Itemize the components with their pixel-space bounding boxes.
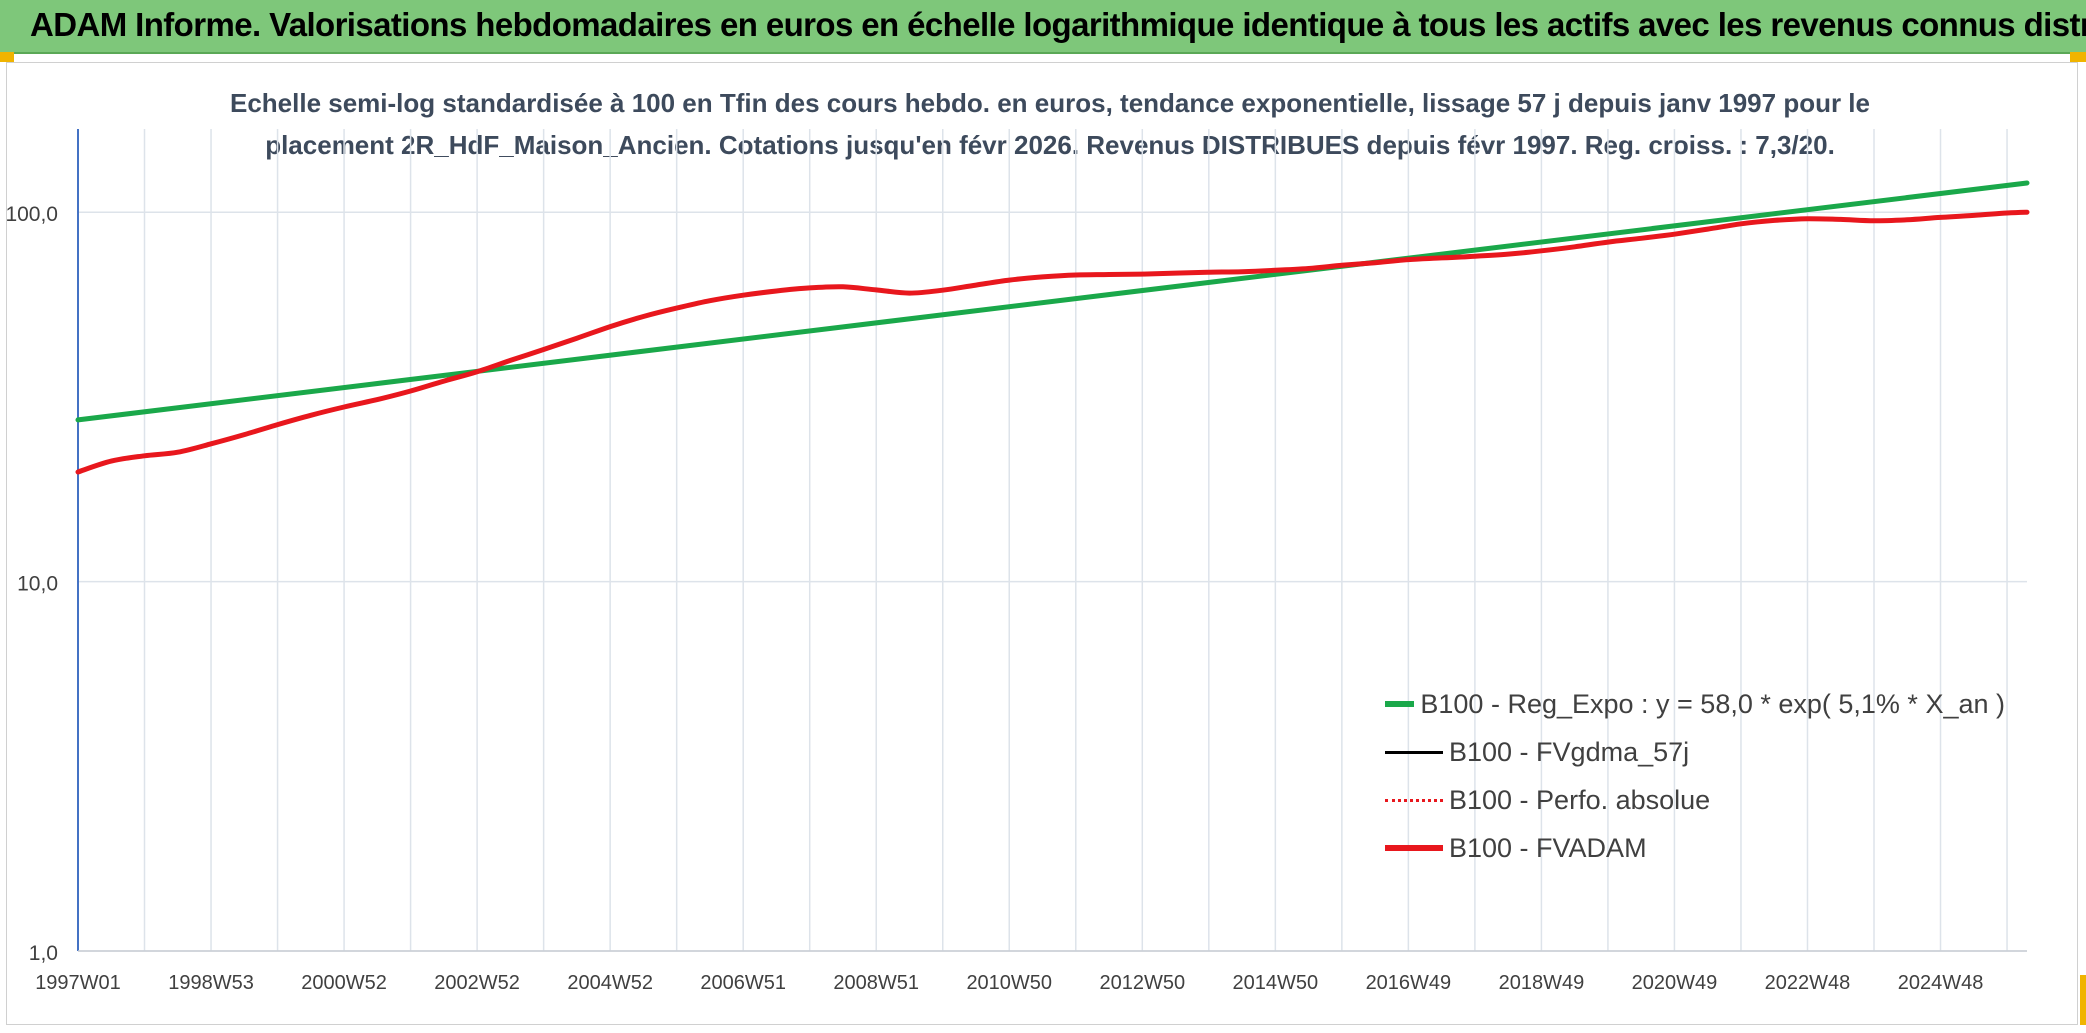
legend-swatch <box>1385 798 1443 802</box>
legend-label: B100 - Reg_Expo : y = 58,0 * exp( 5,1% *… <box>1420 688 2005 719</box>
y-tick-label: 1,0 <box>29 942 58 965</box>
legend-label: B100 - FVgdma_57j <box>1449 736 1690 767</box>
x-tick-label: 1998W53 <box>168 972 254 994</box>
chart-subtitle: Echelle semi-log standardisée à 100 en T… <box>150 82 1950 166</box>
series-line <box>75 209 2030 475</box>
legend-swatch <box>1385 750 1443 754</box>
legend-label: B100 - Perfo. absolue <box>1449 784 1711 815</box>
x-tick-label: 2020W49 <box>1632 972 1718 994</box>
x-tick-label: 2002W52 <box>434 972 520 994</box>
legend-item: B100 - FVADAM <box>1385 824 2005 872</box>
y-tick-label: 100,0 <box>5 203 58 226</box>
x-tick-label: 2018W49 <box>1499 972 1585 994</box>
x-tick-label: 2010W50 <box>966 972 1052 994</box>
x-tick-label: 2022W48 <box>1765 972 1851 994</box>
x-tick-label: 2014W50 <box>1233 972 1319 994</box>
x-tick-label: 2024W48 <box>1898 972 1984 994</box>
tick-label-layer: 1,0 10,0 100,0 1997W01 1998W53 2000W52 2002W52… <box>5 203 1983 994</box>
series-line <box>75 180 2030 423</box>
page-title: ADAM Informe. Valorisations hebdomadaire… <box>30 6 2086 43</box>
x-tick-label: 2008W51 <box>833 972 919 994</box>
header-bar: ADAM Informe. Valorisations hebdomadaire… <box>0 0 2086 54</box>
chart-subtitle-line-1: Echelle semi-log standardisée à 100 en T… <box>229 88 1870 118</box>
y-tick-label: 10,0 <box>17 573 58 596</box>
legend-swatch <box>1385 701 1415 707</box>
axis-layer <box>77 129 2027 952</box>
x-tick-label: 2000W52 <box>301 972 387 994</box>
series-layer <box>75 180 2030 475</box>
chart-subtitle-line-2: placement 2R_HdF_Maison_Ancien. Cotation… <box>265 130 1835 160</box>
chart-legend: B100 - Reg_Expo : y = 58,0 * exp( 5,1% *… <box>1385 680 2005 872</box>
legend-item: B100 - FVgdma_57j <box>1385 728 2005 776</box>
corner-marker-top-left <box>0 52 14 62</box>
x-tick-label: 1997W01 <box>35 972 121 994</box>
legend-item: B100 - Reg_Expo : y = 58,0 * exp( 5,1% *… <box>1385 680 2005 728</box>
corner-marker-top-right <box>2070 52 2086 62</box>
x-tick-label: 2004W52 <box>567 972 653 994</box>
x-tick-label: 2016W49 <box>1366 972 1452 994</box>
chart-area-border <box>6 62 2078 1025</box>
corner-marker-bottom-right <box>2080 975 2086 1025</box>
legend-label: B100 - FVADAM <box>1449 832 1647 863</box>
x-tick-label: 2006W51 <box>700 972 786 994</box>
grid-layer <box>78 129 2027 952</box>
x-tick-label: 2012W50 <box>1099 972 1185 994</box>
legend-swatch <box>1385 845 1443 851</box>
legend-item: B100 - Perfo. absolue <box>1385 776 2005 824</box>
